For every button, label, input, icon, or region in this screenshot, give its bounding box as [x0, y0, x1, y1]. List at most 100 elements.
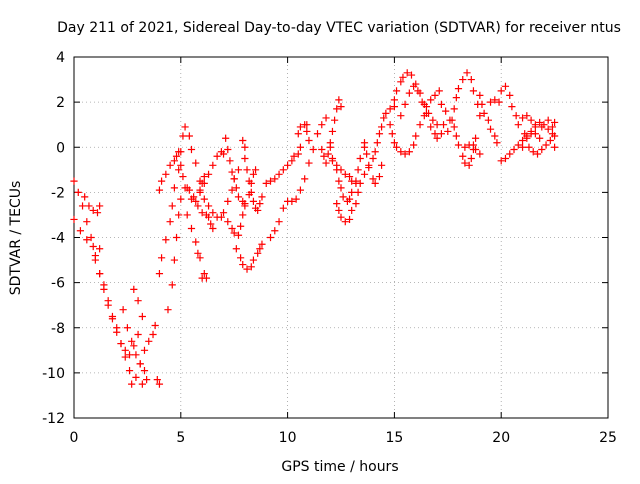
- data-point: [328, 157, 337, 165]
- data-point: [501, 154, 510, 163]
- data-point: [200, 195, 208, 203]
- data-point: [471, 145, 480, 154]
- data-point: [322, 159, 330, 167]
- data-point: [224, 218, 232, 226]
- grid: [74, 57, 608, 418]
- data-point: [179, 172, 187, 181]
- data-point: [523, 112, 531, 120]
- data-point: [463, 69, 471, 77]
- series-track-z: [360, 139, 386, 187]
- data-point: [388, 130, 396, 138]
- data-point: [461, 159, 469, 167]
- data-point: [292, 195, 300, 203]
- data-point: [303, 127, 311, 136]
- data-point: [294, 130, 302, 138]
- data-point: [518, 136, 527, 145]
- data-point: [249, 197, 258, 205]
- data-point: [279, 166, 287, 174]
- data-point: [399, 73, 407, 81]
- data-point: [397, 148, 405, 156]
- series-track-q: [239, 136, 266, 215]
- data-point: [390, 96, 398, 104]
- data-point: [113, 324, 121, 332]
- data-point: [341, 170, 349, 178]
- data-point: [437, 130, 445, 138]
- data-point: [288, 157, 296, 165]
- data-point: [521, 130, 529, 138]
- data-point: [538, 145, 546, 154]
- data-point: [433, 134, 441, 142]
- y-tick-label: -8: [51, 321, 65, 337]
- series-track-h: [155, 148, 183, 194]
- data-point: [187, 224, 196, 233]
- series-track-al: [521, 123, 546, 138]
- data-point: [187, 195, 196, 203]
- data-point: [410, 141, 418, 149]
- data-point: [108, 312, 117, 321]
- data-point: [155, 186, 164, 194]
- data-point: [254, 206, 262, 215]
- data-point: [480, 109, 488, 118]
- data-point: [87, 233, 95, 242]
- data-point: [369, 154, 377, 163]
- data-point: [313, 130, 322, 138]
- y-tick-label: 2: [56, 95, 65, 111]
- data-point: [303, 121, 311, 129]
- data-point: [83, 218, 91, 226]
- data-point: [429, 116, 437, 124]
- data-point: [514, 121, 522, 129]
- data-point: [254, 249, 262, 257]
- data-point: [454, 84, 463, 93]
- data-point: [222, 134, 230, 142]
- data-point: [551, 143, 559, 151]
- data-point: [461, 143, 469, 151]
- data-point: [262, 179, 270, 187]
- data-point: [234, 231, 243, 239]
- data-point: [493, 139, 501, 147]
- data-point: [403, 69, 411, 77]
- data-point: [467, 75, 475, 84]
- data-point: [439, 121, 448, 129]
- data-point: [168, 281, 176, 289]
- data-point: [228, 224, 236, 233]
- data-point: [476, 112, 484, 120]
- data-point: [243, 166, 251, 174]
- data-point: [172, 152, 181, 160]
- data-point: [123, 324, 131, 332]
- data-point: [544, 116, 552, 124]
- data-point: [140, 367, 149, 375]
- data-point: [179, 132, 187, 140]
- data-point: [382, 109, 390, 118]
- data-point: [134, 330, 142, 339]
- data-point: [431, 130, 439, 138]
- data-point: [224, 145, 232, 154]
- data-point: [337, 166, 345, 174]
- data-point: [305, 136, 313, 145]
- data-point: [397, 112, 405, 120]
- data-point: [386, 105, 394, 113]
- data-point: [192, 197, 200, 205]
- series-track-j: [183, 211, 204, 262]
- data-point: [326, 143, 334, 151]
- series-track-x: [328, 157, 360, 187]
- data-point: [213, 152, 221, 160]
- series-track-u: [318, 96, 345, 167]
- data-point: [412, 132, 420, 140]
- data-point: [121, 353, 129, 361]
- data-point: [506, 150, 514, 158]
- series-track-l: [196, 148, 228, 194]
- data-point: [200, 270, 208, 278]
- data-point: [345, 172, 354, 181]
- data-point: [337, 184, 345, 192]
- data-point: [194, 249, 202, 257]
- data-point: [245, 177, 253, 185]
- data-point: [271, 227, 279, 235]
- data-point: [348, 177, 356, 185]
- data-point: [81, 193, 89, 201]
- data-point: [431, 91, 439, 99]
- data-point: [224, 197, 232, 205]
- data-point: [380, 114, 388, 122]
- data-point: [318, 121, 326, 129]
- data-point: [266, 233, 275, 242]
- data-point: [454, 141, 463, 149]
